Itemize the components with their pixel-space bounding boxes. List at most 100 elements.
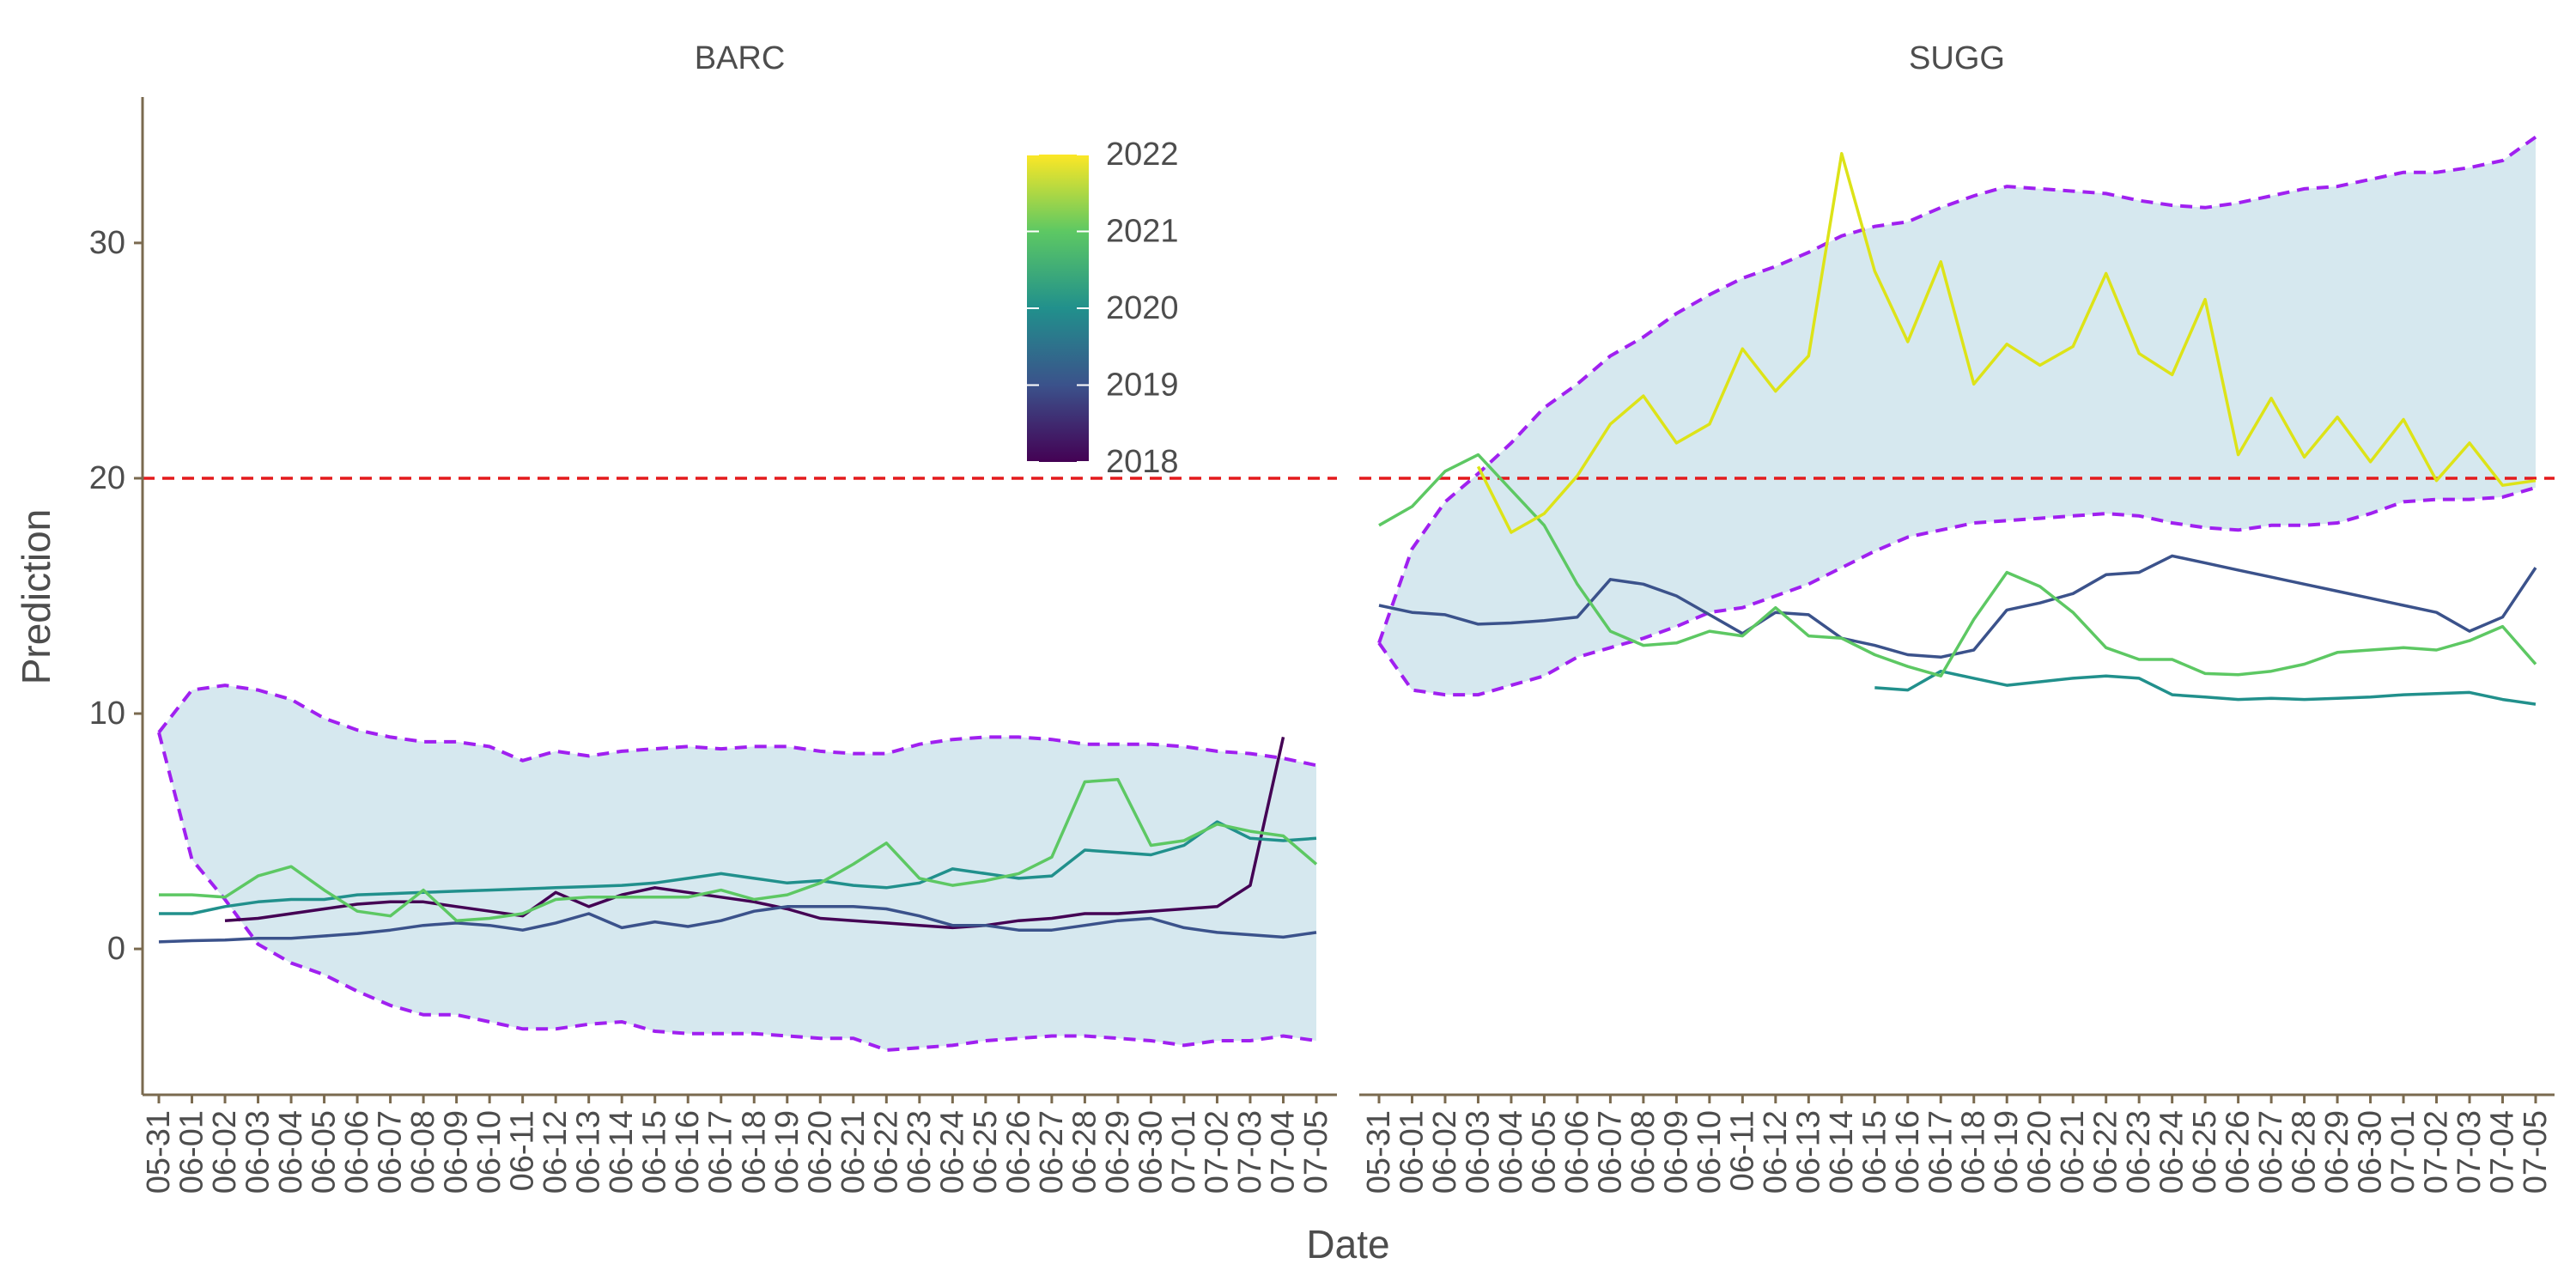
series-line-2021 [1378,453,2537,677]
x-tick-label: 06-04 [273,1110,309,1194]
band-upper-line [1377,135,2537,644]
series-line-2020 [159,820,1317,915]
x-tick-label: 06-30 [2353,1110,2389,1194]
colorbar-label: 2021 [1106,214,1179,250]
x-tick-label: 06-19 [1989,1110,2025,1194]
x-tick-label: 06-22 [2088,1110,2124,1194]
x-tick-label: 06-13 [571,1110,607,1194]
x-tick-label: 06-12 [538,1110,574,1194]
x-tick-label: 06-15 [1856,1110,1893,1194]
x-tick-label: 06-11 [1724,1110,1760,1191]
x-tick-label: 06-27 [2253,1110,2289,1194]
x-tick-label: 06-09 [1658,1110,1694,1194]
x-tick-label: 06-14 [604,1110,640,1194]
x-tick-label: 06-04 [1493,1110,1529,1194]
x-tick-label: 06-07 [373,1110,409,1194]
y-tick-label: 30 [89,225,125,261]
x-tick-label: 07-02 [1199,1110,1235,1194]
x-tick-label: 06-24 [2154,1110,2190,1194]
x-tick-label: 06-06 [339,1110,375,1194]
x-tick-label: 06-08 [405,1110,441,1194]
x-tick-label: 07-05 [2518,1110,2554,1194]
colorbar-label: 2018 [1106,444,1179,480]
series-line-2019 [158,905,1317,944]
x-tick-label: 06-21 [835,1110,872,1194]
panel-sugg: SUGG05-3106-0106-0206-0306-0406-0506-060… [1359,40,2555,1194]
x-tick-label: 06-14 [1824,1110,1860,1194]
colorbar-legend: 2022 2021 2020 2019 2018 [1027,137,1179,480]
colorbar-label: 2022 [1106,137,1179,173]
x-tick-label: 06-05 [1526,1110,1562,1194]
x-tick-label: 06-28 [2287,1110,2323,1194]
x-tick-label: 05-31 [1361,1110,1397,1194]
x-tick-label: 06-13 [1790,1110,1826,1194]
x-tick-label: 06-12 [1758,1110,1794,1194]
x-tick-label: 06-01 [1394,1110,1430,1194]
x-tick-label: 07-02 [2419,1110,2455,1194]
x-tick-label: 06-16 [670,1110,706,1194]
x-tick-label: 06-23 [902,1110,938,1194]
y-tick-label: 0 [107,931,125,967]
x-tick-label: 06-29 [2319,1110,2355,1194]
x-tick-label: 07-01 [2385,1110,2421,1194]
panel-barc: BARC05-3106-0106-0206-0306-0406-0506-060… [89,40,1337,1194]
x-tick-label: 06-30 [1133,1110,1169,1194]
x-tick-label: 06-27 [1034,1110,1070,1194]
band-upper-line [157,683,1317,768]
x-tick-label: 06-03 [240,1110,276,1194]
x-tick-label: 07-04 [1265,1110,1301,1194]
x-tick-label: 06-26 [2221,1110,2257,1194]
x-tick-label: 06-08 [1625,1110,1662,1194]
x-tick-label: 07-03 [2451,1110,2488,1194]
y-axis-title: Prediction [14,509,58,685]
x-tick-label: 05-31 [141,1110,177,1194]
colorbar-label: 2019 [1106,368,1179,404]
x-tick-label: 06-03 [1460,1110,1496,1194]
x-tick-label: 06-25 [968,1110,1004,1194]
x-tick-label: 06-22 [868,1110,904,1194]
x-tick-label: 06-28 [1066,1110,1103,1194]
x-tick-label: 06-16 [1890,1110,1926,1194]
x-tick-label: 06-10 [1692,1110,1728,1194]
x-tick-label: 06-21 [2055,1110,2091,1194]
x-tick-label: 06-05 [307,1110,343,1194]
x-tick-label: 06-29 [1100,1110,1136,1194]
x-tick-label: 06-06 [1559,1110,1595,1194]
x-tick-label: 06-11 [505,1110,541,1191]
series-line-2018 [224,737,1285,930]
x-tick-label: 06-17 [1923,1110,1959,1194]
x-tick-label: 06-23 [2121,1110,2157,1194]
series-line-2019 [1378,554,2537,659]
x-tick-label: 06-15 [637,1110,673,1194]
facet-title: BARC [695,40,786,76]
facet-title: SUGG [1909,40,2005,76]
x-axis-title: Date [1306,1222,1389,1267]
x-tick-label: 06-18 [736,1110,772,1194]
band-lower-line [1377,485,2537,697]
series-line-2020 [1874,669,2537,706]
x-tick-label: 07-05 [1298,1110,1334,1194]
x-tick-label: 06-01 [174,1110,210,1194]
prediction-band [159,685,1316,1050]
x-tick-label: 06-20 [2022,1110,2058,1194]
band-lower-line [157,732,1317,1052]
series-line-2022 [1476,152,2537,534]
x-tick-label: 07-01 [1166,1110,1202,1194]
panels-layer: BARC05-3106-0106-0206-0306-0406-0506-060… [89,40,2555,1194]
x-tick-label: 06-24 [934,1110,970,1194]
colorbar-label: 2020 [1106,290,1179,326]
x-tick-label: 06-18 [1956,1110,1992,1194]
x-tick-label: 07-03 [1232,1110,1268,1194]
x-tick-label: 06-19 [769,1110,805,1194]
x-tick-label: 06-10 [471,1110,507,1194]
x-tick-label: 06-09 [439,1110,475,1194]
x-tick-label: 07-04 [2485,1110,2521,1194]
y-tick-label: 20 [89,460,125,496]
prediction-band [1379,137,2536,696]
x-tick-label: 06-17 [703,1110,739,1194]
series-line-2021 [159,778,1318,922]
x-tick-label: 06-02 [1427,1110,1463,1194]
x-tick-label: 06-02 [207,1110,243,1194]
x-tick-label: 06-07 [1592,1110,1628,1194]
